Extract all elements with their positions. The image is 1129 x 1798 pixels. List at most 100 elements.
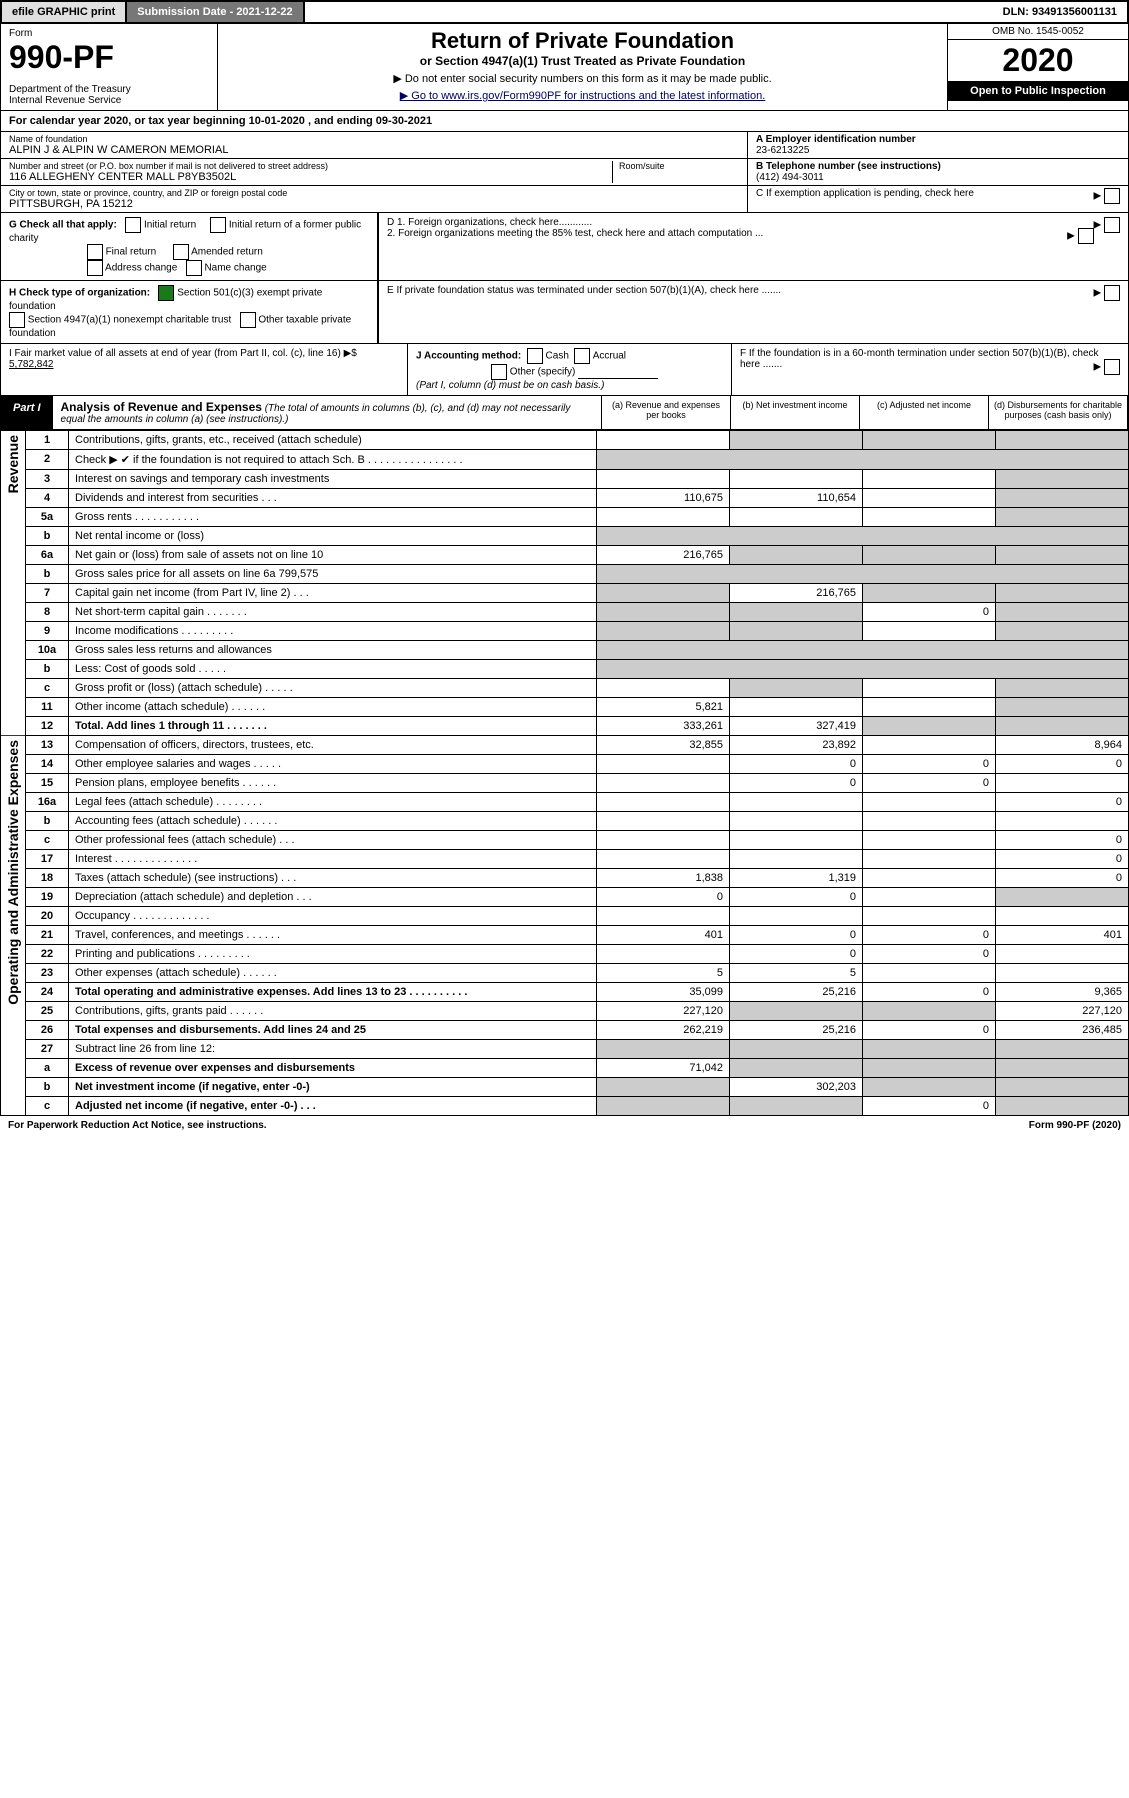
- e-checkbox[interactable]: [1104, 285, 1120, 301]
- cell-value: 0: [597, 888, 730, 907]
- cell-value: [597, 679, 730, 698]
- cell-value: [730, 812, 863, 831]
- line-description: Pension plans, employee benefits . . . .…: [69, 774, 597, 793]
- col-c-header: (c) Adjusted net income: [860, 396, 989, 429]
- cell-value: [863, 546, 996, 565]
- cell-value: 0: [730, 926, 863, 945]
- initial-checkbox[interactable]: [125, 217, 141, 233]
- line-number: 21: [26, 926, 69, 945]
- cell-value: 0: [863, 1097, 996, 1116]
- h-label: H Check type of organization:: [9, 288, 150, 299]
- cell-value: [863, 869, 996, 888]
- cell-value: [996, 812, 1129, 831]
- d2-checkbox[interactable]: [1078, 228, 1094, 244]
- cell-value: [996, 1078, 1129, 1097]
- cell-shaded: [597, 641, 1129, 660]
- cell-value: 0: [863, 1021, 996, 1040]
- cell-value: [863, 964, 996, 983]
- line-number: a: [26, 1059, 69, 1078]
- open-to-public: Open to Public Inspection: [948, 81, 1128, 101]
- i-value: 5,782,842: [9, 359, 54, 370]
- line-number: b: [26, 812, 69, 831]
- line-number: 4: [26, 489, 69, 508]
- table-row: Revenue1Contributions, gifts, grants, et…: [1, 431, 1129, 450]
- line-number: 2: [26, 450, 69, 470]
- line-description: Net short-term capital gain . . . . . . …: [69, 603, 597, 622]
- cell-value: 227,120: [996, 1002, 1129, 1021]
- table-row: 23Other expenses (attach schedule) . . .…: [1, 964, 1129, 983]
- line-description: Gross sales less returns and allowances: [69, 641, 597, 660]
- line-description: Interest . . . . . . . . . . . . . .: [69, 850, 597, 869]
- cell-value: [730, 907, 863, 926]
- line-description: Legal fees (attach schedule) . . . . . .…: [69, 793, 597, 812]
- table-row: 5aGross rents . . . . . . . . . . .: [1, 508, 1129, 527]
- cell-value: [597, 1040, 730, 1059]
- cell-value: [730, 470, 863, 489]
- cell-value: [730, 850, 863, 869]
- line-description: Other income (attach schedule) . . . . .…: [69, 698, 597, 717]
- col-b-header: (b) Net investment income: [731, 396, 860, 429]
- table-row: 16aLegal fees (attach schedule) . . . . …: [1, 793, 1129, 812]
- cell-value: 5,821: [597, 698, 730, 717]
- f-checkbox[interactable]: [1104, 359, 1120, 375]
- cell-value: [730, 508, 863, 527]
- amended-checkbox[interactable]: [173, 244, 189, 260]
- other-method-checkbox[interactable]: [491, 364, 507, 380]
- line-description: Accounting fees (attach schedule) . . . …: [69, 812, 597, 831]
- cell-value: [597, 508, 730, 527]
- 4947-checkbox[interactable]: [9, 312, 25, 328]
- line-number: 20: [26, 907, 69, 926]
- line-number: 12: [26, 717, 69, 736]
- line-description: Other employee salaries and wages . . . …: [69, 755, 597, 774]
- cell-value: [996, 431, 1129, 450]
- line-number: b: [26, 1078, 69, 1097]
- cell-value: 0: [996, 831, 1129, 850]
- line-description: Net rental income or (loss): [69, 527, 597, 546]
- efile-btn[interactable]: efile GRAPHIC print: [2, 2, 127, 22]
- c-checkbox[interactable]: [1104, 188, 1120, 204]
- cell-value: 0: [863, 983, 996, 1002]
- cell-value: [597, 1097, 730, 1116]
- line-number: 5a: [26, 508, 69, 527]
- cell-value: 1,838: [597, 869, 730, 888]
- table-row: bGross sales price for all assets on lin…: [1, 565, 1129, 584]
- final-checkbox[interactable]: [87, 244, 103, 260]
- cell-value: [597, 812, 730, 831]
- cell-shaded: [597, 660, 1129, 679]
- cell-value: [863, 508, 996, 527]
- name-change-checkbox[interactable]: [186, 260, 202, 276]
- form-header: Form 990-PF Department of the Treasury I…: [0, 24, 1129, 111]
- table-row: 12Total. Add lines 1 through 11 . . . . …: [1, 717, 1129, 736]
- cell-value: [597, 755, 730, 774]
- other-tax-checkbox[interactable]: [240, 312, 256, 328]
- line-description: Income modifications . . . . . . . . .: [69, 622, 597, 641]
- accrual-checkbox[interactable]: [574, 348, 590, 364]
- cell-value: [730, 793, 863, 812]
- cell-value: 401: [597, 926, 730, 945]
- col-a-header: (a) Revenue and expenses per books: [602, 396, 731, 429]
- line-description: Dividends and interest from securities .…: [69, 489, 597, 508]
- line-description: Subtract line 26 from line 12:: [69, 1040, 597, 1059]
- cell-value: [730, 603, 863, 622]
- addr-change-checkbox[interactable]: [87, 260, 103, 276]
- cell-value: 71,042: [597, 1059, 730, 1078]
- cell-value: [597, 945, 730, 964]
- table-row: cOther professional fees (attach schedul…: [1, 831, 1129, 850]
- 501c3-checkbox[interactable]: [158, 285, 174, 301]
- cell-value: 0: [996, 869, 1129, 888]
- c-label: C If exemption application is pending, c…: [756, 188, 974, 199]
- ij-section: I Fair market value of all assets at end…: [0, 344, 1129, 396]
- cell-value: 0: [863, 926, 996, 945]
- table-row: 4Dividends and interest from securities …: [1, 489, 1129, 508]
- line-number: c: [26, 679, 69, 698]
- cell-value: [730, 431, 863, 450]
- d1-checkbox[interactable]: [1104, 217, 1120, 233]
- initial-former-checkbox[interactable]: [210, 217, 226, 233]
- cell-value: [996, 508, 1129, 527]
- instructions-link[interactable]: ▶ Go to www.irs.gov/Form990PF for instru…: [400, 90, 766, 102]
- cash-checkbox[interactable]: [527, 348, 543, 364]
- line-number: 11: [26, 698, 69, 717]
- cell-value: 0: [730, 774, 863, 793]
- line-description: Printing and publications . . . . . . . …: [69, 945, 597, 964]
- cell-value: [597, 603, 730, 622]
